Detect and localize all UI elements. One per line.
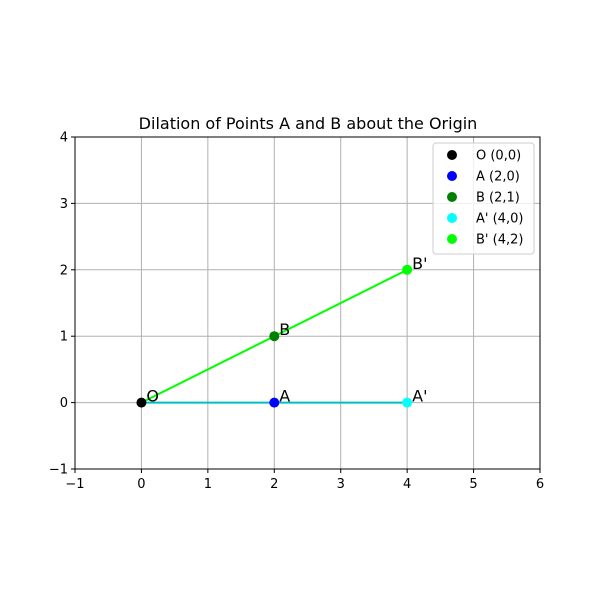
point-marker	[402, 264, 413, 275]
x-tick-label: 4	[403, 477, 411, 492]
legend-box	[432, 142, 535, 255]
point-label: A'	[412, 387, 427, 406]
point-marker	[269, 331, 280, 342]
y-tick-label: 0	[60, 396, 68, 411]
point-label: O	[146, 387, 159, 406]
y-tick-label: −1	[49, 463, 68, 478]
x-tick-label: 2	[270, 477, 278, 492]
x-tick-label: 6	[536, 477, 544, 492]
x-axis: −1 0 1 2 3 4 5 6	[65, 469, 544, 492]
legend-marker	[447, 213, 457, 223]
x-tick-label: 1	[204, 477, 212, 492]
point-label: B	[279, 320, 290, 339]
x-tick-label: 0	[137, 477, 145, 492]
y-tick-label: 1	[60, 330, 68, 345]
chart-title: Dilation of Points A and B about the Ori…	[139, 114, 478, 133]
points	[136, 264, 413, 408]
legend-marker	[447, 234, 457, 244]
point-marker	[402, 397, 413, 408]
point-label: A	[279, 387, 290, 406]
legend: O (0,0) A (2,0) B (2,1) A' (4,0) B' (4,2)	[432, 142, 535, 255]
y-tick-label: 4	[60, 131, 68, 146]
y-tick-label: 2	[60, 263, 68, 278]
legend-marker	[447, 150, 457, 160]
legend-label: O (0,0)	[476, 149, 521, 164]
legend-label: A' (4,0)	[476, 212, 523, 227]
legend-marker	[447, 192, 457, 202]
legend-label: A (2,0)	[476, 170, 520, 185]
point-marker	[136, 397, 147, 408]
x-tick-label: 5	[469, 477, 477, 492]
point-labels: O A B A' B'	[146, 254, 427, 406]
y-axis: −1 0 1 2 3 4	[49, 131, 75, 478]
point-marker	[269, 397, 280, 408]
legend-marker	[447, 171, 457, 181]
plot-frame	[74, 136, 541, 470]
x-tick-label: 3	[337, 477, 345, 492]
legend-label: B' (4,2)	[476, 233, 523, 248]
x-tick-label: −1	[65, 477, 84, 492]
legend-label: B (2,1)	[476, 191, 520, 206]
y-tick-label: 3	[60, 197, 68, 212]
point-label: B'	[412, 254, 427, 273]
